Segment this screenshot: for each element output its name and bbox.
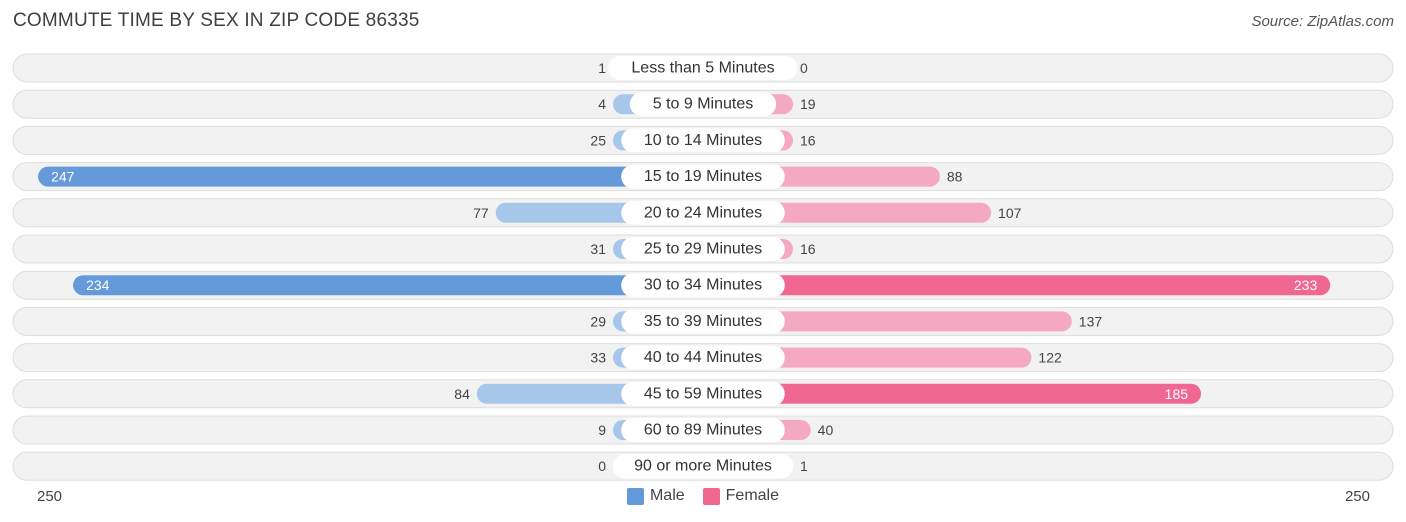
category-label: 10 to 14 Minutes xyxy=(644,132,762,149)
category-pill xyxy=(629,92,777,117)
legend: Male Female xyxy=(0,487,1406,505)
male-value-label: 0 xyxy=(598,458,606,474)
female-bar[interactable] xyxy=(703,311,1072,332)
category-pill xyxy=(621,273,785,298)
category-label: 20 to 24 Minutes xyxy=(644,204,762,221)
legend-swatch-male xyxy=(626,487,644,505)
female-value-label: 16 xyxy=(800,132,816,148)
category-label: 90 or more Minutes xyxy=(634,458,772,475)
category-label: 45 to 59 Minutes xyxy=(644,385,762,402)
legend-label-female: Female xyxy=(725,487,780,504)
female-bar[interactable] xyxy=(703,275,1331,296)
female-bar[interactable] xyxy=(703,383,1202,404)
female-value-label: 137 xyxy=(1079,313,1103,329)
male-value-label: 33 xyxy=(590,350,606,366)
category-label: 40 to 44 Minutes xyxy=(644,349,762,366)
legend-swatch-female xyxy=(702,487,720,505)
category-label: 60 to 89 Minutes xyxy=(644,422,762,439)
male-value-label: 4 xyxy=(598,96,606,112)
source-label: Source: ZipAtlas.com xyxy=(1251,13,1394,30)
category-pill xyxy=(621,128,785,153)
category-pill xyxy=(621,345,785,370)
category-pill xyxy=(621,418,785,442)
category-pill xyxy=(621,200,785,225)
category-label: 5 to 9 Minutes xyxy=(653,96,754,113)
male-value-label: 247 xyxy=(51,169,75,185)
male-bar[interactable] xyxy=(73,275,703,296)
category-pill xyxy=(621,237,785,261)
category-label: Less than 5 Minutes xyxy=(631,60,774,77)
female-value-label: 88 xyxy=(947,169,963,185)
male-value-label: 9 xyxy=(598,422,606,438)
female-value-label: 233 xyxy=(1294,277,1318,293)
male-value-label: 29 xyxy=(590,313,606,329)
category-pill xyxy=(608,56,798,80)
male-value-label: 84 xyxy=(454,386,470,402)
category-label: 30 to 34 Minutes xyxy=(644,277,762,294)
female-value-label: 107 xyxy=(998,205,1022,221)
male-value-label: 77 xyxy=(473,205,489,221)
male-value-label: 1 xyxy=(598,60,606,76)
female-value-label: 19 xyxy=(800,96,816,112)
category-label: 15 to 19 Minutes xyxy=(644,168,762,185)
male-value-label: 234 xyxy=(86,277,110,293)
female-value-label: 122 xyxy=(1038,350,1062,366)
category-pill xyxy=(612,454,794,479)
category-pill xyxy=(621,309,785,334)
female-bar[interactable] xyxy=(703,347,1032,368)
axis-label-right: 250 xyxy=(1344,488,1370,505)
male-bar[interactable] xyxy=(38,166,704,187)
female-value-label: 1 xyxy=(800,458,808,474)
axis-label-left: 250 xyxy=(37,488,63,505)
male-value-label: 31 xyxy=(590,241,606,257)
category-pill xyxy=(621,164,785,189)
category-pill xyxy=(621,381,785,406)
legend-item-female[interactable]: Female xyxy=(702,487,780,505)
female-value-label: 0 xyxy=(800,60,808,76)
category-label: 35 to 39 Minutes xyxy=(644,313,762,330)
male-value-label: 25 xyxy=(590,132,606,148)
chart-title: COMMUTE TIME BY SEX IN ZIP CODE 86335 xyxy=(13,10,420,31)
female-value-label: 185 xyxy=(1165,386,1189,402)
category-label: 25 to 29 Minutes xyxy=(644,241,762,258)
female-value-label: 16 xyxy=(800,241,816,257)
legend-label-male: Male xyxy=(649,487,685,504)
legend-item-male[interactable]: Male xyxy=(626,487,685,505)
female-value-label: 40 xyxy=(818,422,834,438)
